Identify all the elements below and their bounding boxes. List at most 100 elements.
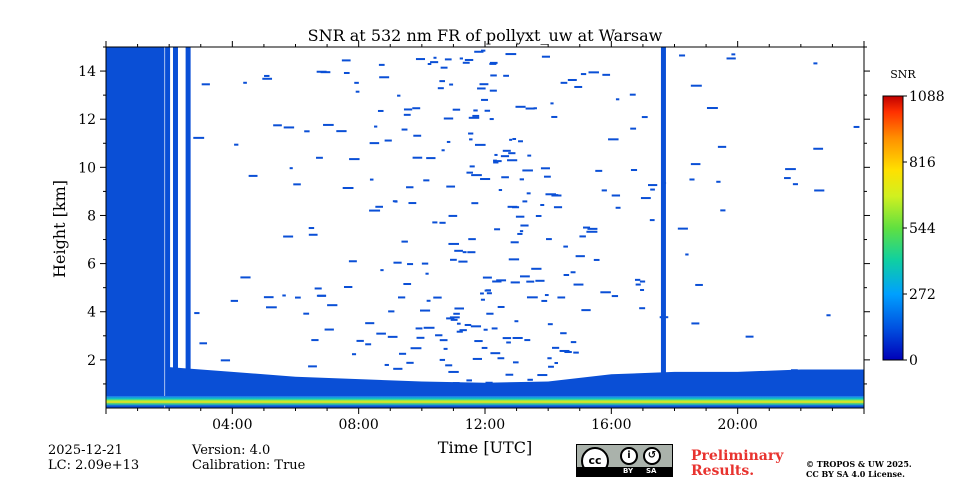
heatmap-noise-pixel — [462, 61, 470, 64]
heatmap-noise-pixel — [564, 351, 572, 354]
heatmap-noise-pixel — [588, 71, 599, 74]
heatmap-noise-pixel — [314, 287, 322, 290]
heatmap-noise-pixel — [480, 178, 491, 181]
heatmap-noise-pixel — [426, 299, 431, 302]
heatmap-noise-pixel — [294, 296, 301, 299]
heatmap-noise-pixel — [449, 316, 460, 319]
heatmap-noise-pixel — [510, 281, 520, 284]
heatmap-noise-pixel — [283, 126, 295, 129]
heatmap-noise-pixel — [343, 286, 353, 289]
heatmap-noise-pixel — [349, 158, 360, 161]
heatmap-noise-pixel — [439, 358, 446, 361]
heatmap-noise-pixel — [435, 334, 443, 337]
heatmap-noise-pixel — [262, 77, 273, 80]
heatmap-noise-pixel — [454, 249, 463, 252]
heatmap-noise-pixel — [323, 123, 334, 126]
heatmap-noise-pixel — [430, 61, 439, 64]
heatmap-noise-pixel — [507, 205, 518, 208]
heatmap-noise-pixel — [608, 138, 619, 141]
heatmap-noise-pixel — [790, 369, 798, 372]
plot-area — [106, 47, 864, 408]
heatmap-noise-pixel — [505, 53, 517, 56]
heatmap-noise-pixel — [649, 219, 655, 222]
heatmap-noise-pixel — [446, 140, 451, 143]
heatmap-noise-pixel — [410, 347, 422, 350]
heatmap-noise-pixel — [690, 84, 702, 87]
x-tick-label: 12:00 — [465, 417, 505, 433]
heatmap-vertical-streak — [165, 47, 171, 408]
heatmap-noise-pixel — [485, 381, 493, 384]
heatmap-noise-pixel — [433, 296, 442, 299]
heatmap-noise-pixel — [535, 214, 542, 217]
heatmap-noise-pixel — [543, 175, 551, 178]
heatmap-noise-pixel — [489, 118, 494, 121]
heatmap-noise-pixel — [611, 194, 621, 197]
heatmap-noise-pixel — [412, 107, 421, 110]
heatmap-noise-pixel — [308, 365, 317, 368]
heatmap-noise-pixel — [512, 137, 517, 140]
heatmap-noise-pixel — [471, 202, 479, 205]
heatmap-noise-pixel — [415, 58, 426, 61]
heatmap-noise-pixel — [554, 362, 559, 365]
heatmap-noise-pixel — [369, 142, 380, 145]
heatmap-noise-pixel — [792, 183, 798, 186]
heatmap-noise-pixel — [690, 163, 701, 166]
heatmap-noise-pixel — [496, 279, 507, 282]
heatmap-noise-pixel — [450, 318, 458, 321]
heatmap-noise-pixel — [479, 83, 489, 86]
heatmap-noise-pixel — [456, 322, 461, 325]
footer-version: Version: 4.0 — [192, 443, 271, 458]
chart-title: SNR at 532 nm FR of pollyxt_uw at Warsaw — [308, 26, 663, 45]
heatmap-noise-pixel — [446, 185, 456, 188]
heatmap-noise-pixel — [317, 294, 326, 297]
y-axis: 2 4 6 8 10 12 14 — [78, 46, 870, 385]
heatmap-noise-pixel — [341, 59, 351, 62]
heatmap-noise-pixel — [443, 117, 454, 120]
heatmap-noise-pixel — [494, 153, 498, 156]
heatmap-noise-pixel — [745, 335, 754, 338]
colorbar — [882, 95, 904, 361]
heatmap-noise-pixel — [266, 306, 277, 309]
heatmap-noise-pixel — [480, 292, 484, 295]
heatmap-noise-pixel — [421, 262, 429, 265]
heatmap-noise-pixel — [485, 289, 491, 292]
heatmap-noise-pixel — [303, 312, 310, 315]
colorbar-tick-label: 816 — [909, 155, 936, 171]
heatmap-noise-pixel — [691, 322, 700, 325]
heatmap-noise-pixel — [369, 209, 381, 212]
heatmap-noise-pixel — [308, 233, 318, 236]
heatmap-noise-pixel — [726, 57, 736, 60]
heatmap-noise-pixel — [448, 370, 459, 373]
heatmap-noise-pixel — [493, 159, 497, 162]
x-tick-label: 04:00 — [212, 417, 252, 433]
heatmap-vertical-streak — [660, 47, 666, 408]
heatmap-noise-pixel — [547, 357, 552, 360]
heatmap-noise-pixel — [369, 178, 374, 181]
y-tick-label: 10 — [78, 160, 96, 176]
heatmap-noise-pixel — [423, 326, 435, 329]
heatmap-noise-pixel — [501, 176, 509, 179]
heatmap-noise-pixel — [502, 149, 511, 152]
heatmap-noise-pixel — [560, 81, 568, 84]
heatmap-noise-pixel — [452, 108, 461, 111]
heatmap-noise-pixel — [199, 342, 208, 345]
heatmap-noise-pixel — [420, 309, 431, 312]
heatmap-noise-pixel — [466, 379, 472, 382]
colorbar-title: SNR — [890, 68, 916, 81]
heatmap-noise-pixel — [452, 382, 460, 385]
heatmap-noise-pixel — [403, 108, 413, 111]
heatmap-noise-pixel — [506, 341, 511, 344]
heatmap-noise-pixel — [489, 62, 497, 65]
heatmap-noise-pixel — [560, 332, 567, 335]
heatmap-noise-pixel — [581, 309, 591, 312]
heatmap-noise-pixel — [193, 136, 205, 139]
heatmap-noise-pixel — [464, 58, 474, 61]
heatmap-noise-pixel — [611, 295, 619, 298]
heatmap-noise-pixel — [515, 215, 525, 218]
heatmap-noise-pixel — [456, 330, 463, 333]
heatmap-noise-pixel — [512, 361, 519, 364]
heatmap-noise-pixel — [490, 74, 497, 77]
heatmap-noise-pixel — [695, 283, 703, 286]
heatmap-noise-pixel — [342, 186, 354, 189]
